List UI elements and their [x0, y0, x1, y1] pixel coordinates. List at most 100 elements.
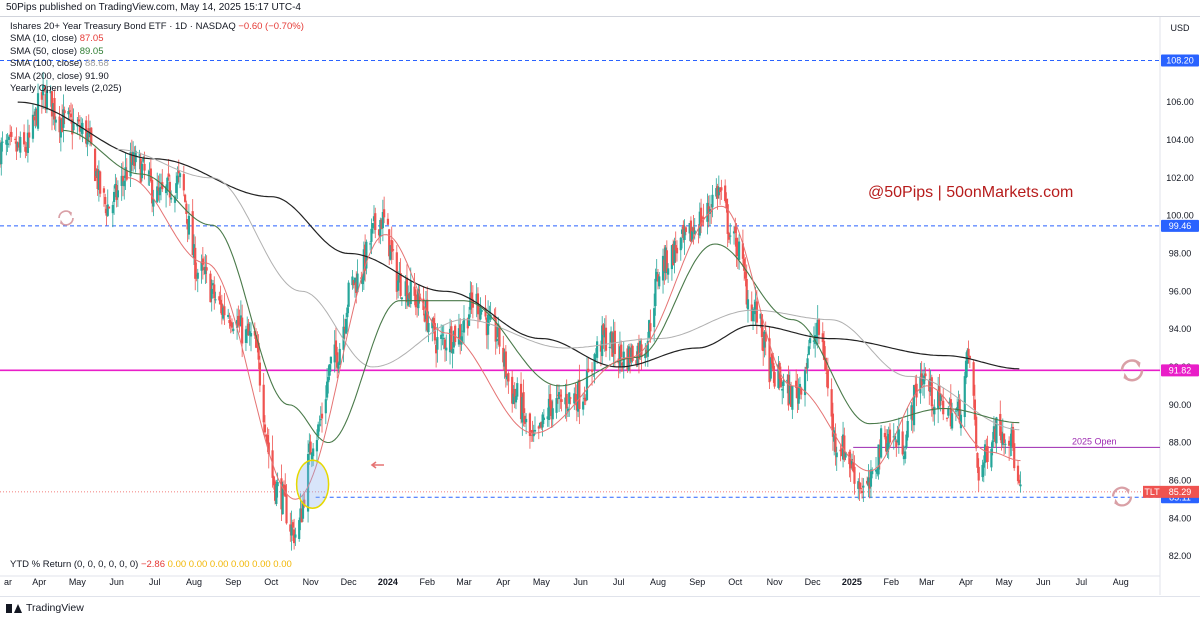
candle-body: [959, 414, 963, 429]
legend-yearly-open[interactable]: Yearly Open levels (2,025): [10, 83, 122, 95]
candle-body: [31, 114, 35, 139]
refresh-icon[interactable]: [1111, 486, 1133, 507]
candle-body: [967, 348, 970, 356]
candle-body: [423, 313, 426, 322]
candle-body: [850, 459, 854, 465]
highlight-ellipse[interactable]: [295, 459, 330, 509]
refresh-icon[interactable]: [1120, 359, 1144, 382]
legend-sma200[interactable]: SMA (200, close) 91.90: [10, 70, 109, 82]
candle-body: [557, 392, 561, 400]
candle-body: [267, 442, 270, 455]
candle-body: [812, 340, 816, 342]
ytd-indicator-legend[interactable]: YTD % Return (0, 0, 0, 0, 0, 0) −2.86 0.…: [10, 559, 292, 570]
candle-body: [369, 243, 372, 245]
candle-body: [355, 282, 358, 294]
candle-body: [497, 323, 500, 338]
candle-body: [808, 338, 812, 344]
candle-body: [275, 484, 278, 504]
candle-body: [631, 345, 634, 361]
candle-body: [727, 233, 731, 240]
candle-body: [800, 387, 803, 395]
candle-body: [670, 245, 674, 270]
candle-body: [547, 398, 551, 420]
candle-body: [702, 217, 705, 219]
candle-body: [540, 421, 543, 428]
candle-body: [309, 441, 312, 455]
candle-body: [565, 393, 568, 409]
tradingview-logo[interactable]: TradingView: [6, 597, 84, 619]
candle-body: [975, 416, 978, 449]
candle-body: [897, 429, 900, 446]
candle-body: [442, 338, 445, 340]
candle-body: [879, 428, 883, 458]
candle-body: [609, 331, 613, 343]
candle-body: [201, 258, 204, 265]
candle-body: [218, 296, 221, 301]
candle-body: [945, 417, 949, 419]
candle-body: [53, 97, 56, 120]
candle-body: [158, 187, 161, 196]
candle-body: [284, 485, 287, 497]
published-header: 50Pips published on TradingView.com, May…: [6, 2, 301, 13]
candle-body: [654, 278, 657, 307]
candle-body: [257, 342, 260, 360]
candle-body: [786, 379, 789, 382]
y-tick-label: 102.00: [1166, 173, 1194, 183]
y-tick-label: 96.00: [1169, 286, 1192, 296]
candle-body: [200, 262, 203, 271]
candle-body: [724, 185, 727, 202]
candle-body: [426, 299, 429, 331]
candle-body: [923, 375, 926, 385]
candle-body: [97, 170, 100, 190]
candle-body: [1004, 443, 1007, 445]
candle-body: [435, 345, 438, 354]
legend-title-row[interactable]: Ishares 20+ Year Treasury Bond ETF · 1D …: [10, 21, 304, 33]
candle-body: [754, 301, 757, 315]
candle-body: [265, 434, 268, 437]
candle-body: [910, 405, 913, 420]
candle-body: [1009, 443, 1012, 445]
candle-body: [915, 383, 918, 398]
candle-body: [374, 213, 377, 231]
candle-body: [604, 327, 608, 351]
candle-body: [691, 230, 694, 242]
candle-body: [67, 111, 70, 115]
candle-body: [575, 396, 578, 411]
candle-body: [869, 469, 873, 487]
candle-body: [315, 440, 319, 452]
candle-body: [764, 333, 767, 342]
candle-body: [138, 154, 141, 156]
candle-body: [738, 241, 741, 260]
candle-body: [711, 194, 714, 208]
candle-body: [42, 85, 45, 96]
candle-body: [49, 91, 52, 94]
candle-body: [71, 119, 74, 135]
legend-sma10[interactable]: SMA (10, close) 87.05: [10, 33, 104, 45]
yearly-open-label: 2025 Open: [1072, 436, 1117, 446]
candle-body: [503, 352, 506, 367]
candle-body: [782, 380, 785, 386]
candle-body: [152, 199, 155, 207]
candle-body: [977, 466, 980, 481]
candle-body: [211, 283, 215, 286]
refresh-icon[interactable]: [58, 210, 74, 226]
symbol-title[interactable]: Ishares 20+ Year Treasury Bond ETF · 1D …: [10, 21, 236, 32]
candle-body: [26, 132, 29, 153]
candle-body: [68, 110, 71, 112]
candle-body: [706, 202, 709, 222]
legend-sma50[interactable]: SMA (50, close) 89.05: [10, 45, 104, 57]
candle-body: [602, 324, 605, 335]
chart-frame[interactable]: USD82.0084.0086.0088.0090.0092.0094.0096…: [0, 16, 1200, 595]
candle-body: [317, 424, 320, 436]
candle-body: [361, 276, 364, 285]
candle-body: [90, 127, 93, 145]
level-price-tag: [1161, 54, 1199, 67]
last-price-tag: [1161, 485, 1199, 498]
candle-body: [807, 346, 810, 355]
legend-sma100[interactable]: SMA (100, close) 88.68: [10, 58, 109, 70]
x-tick-label: Dec: [341, 577, 358, 587]
candle-body: [432, 318, 435, 326]
price-chart[interactable]: USD82.0084.0086.0088.0090.0092.0094.0096…: [0, 17, 1200, 595]
candle-body: [460, 336, 463, 345]
candle-body: [689, 220, 693, 242]
